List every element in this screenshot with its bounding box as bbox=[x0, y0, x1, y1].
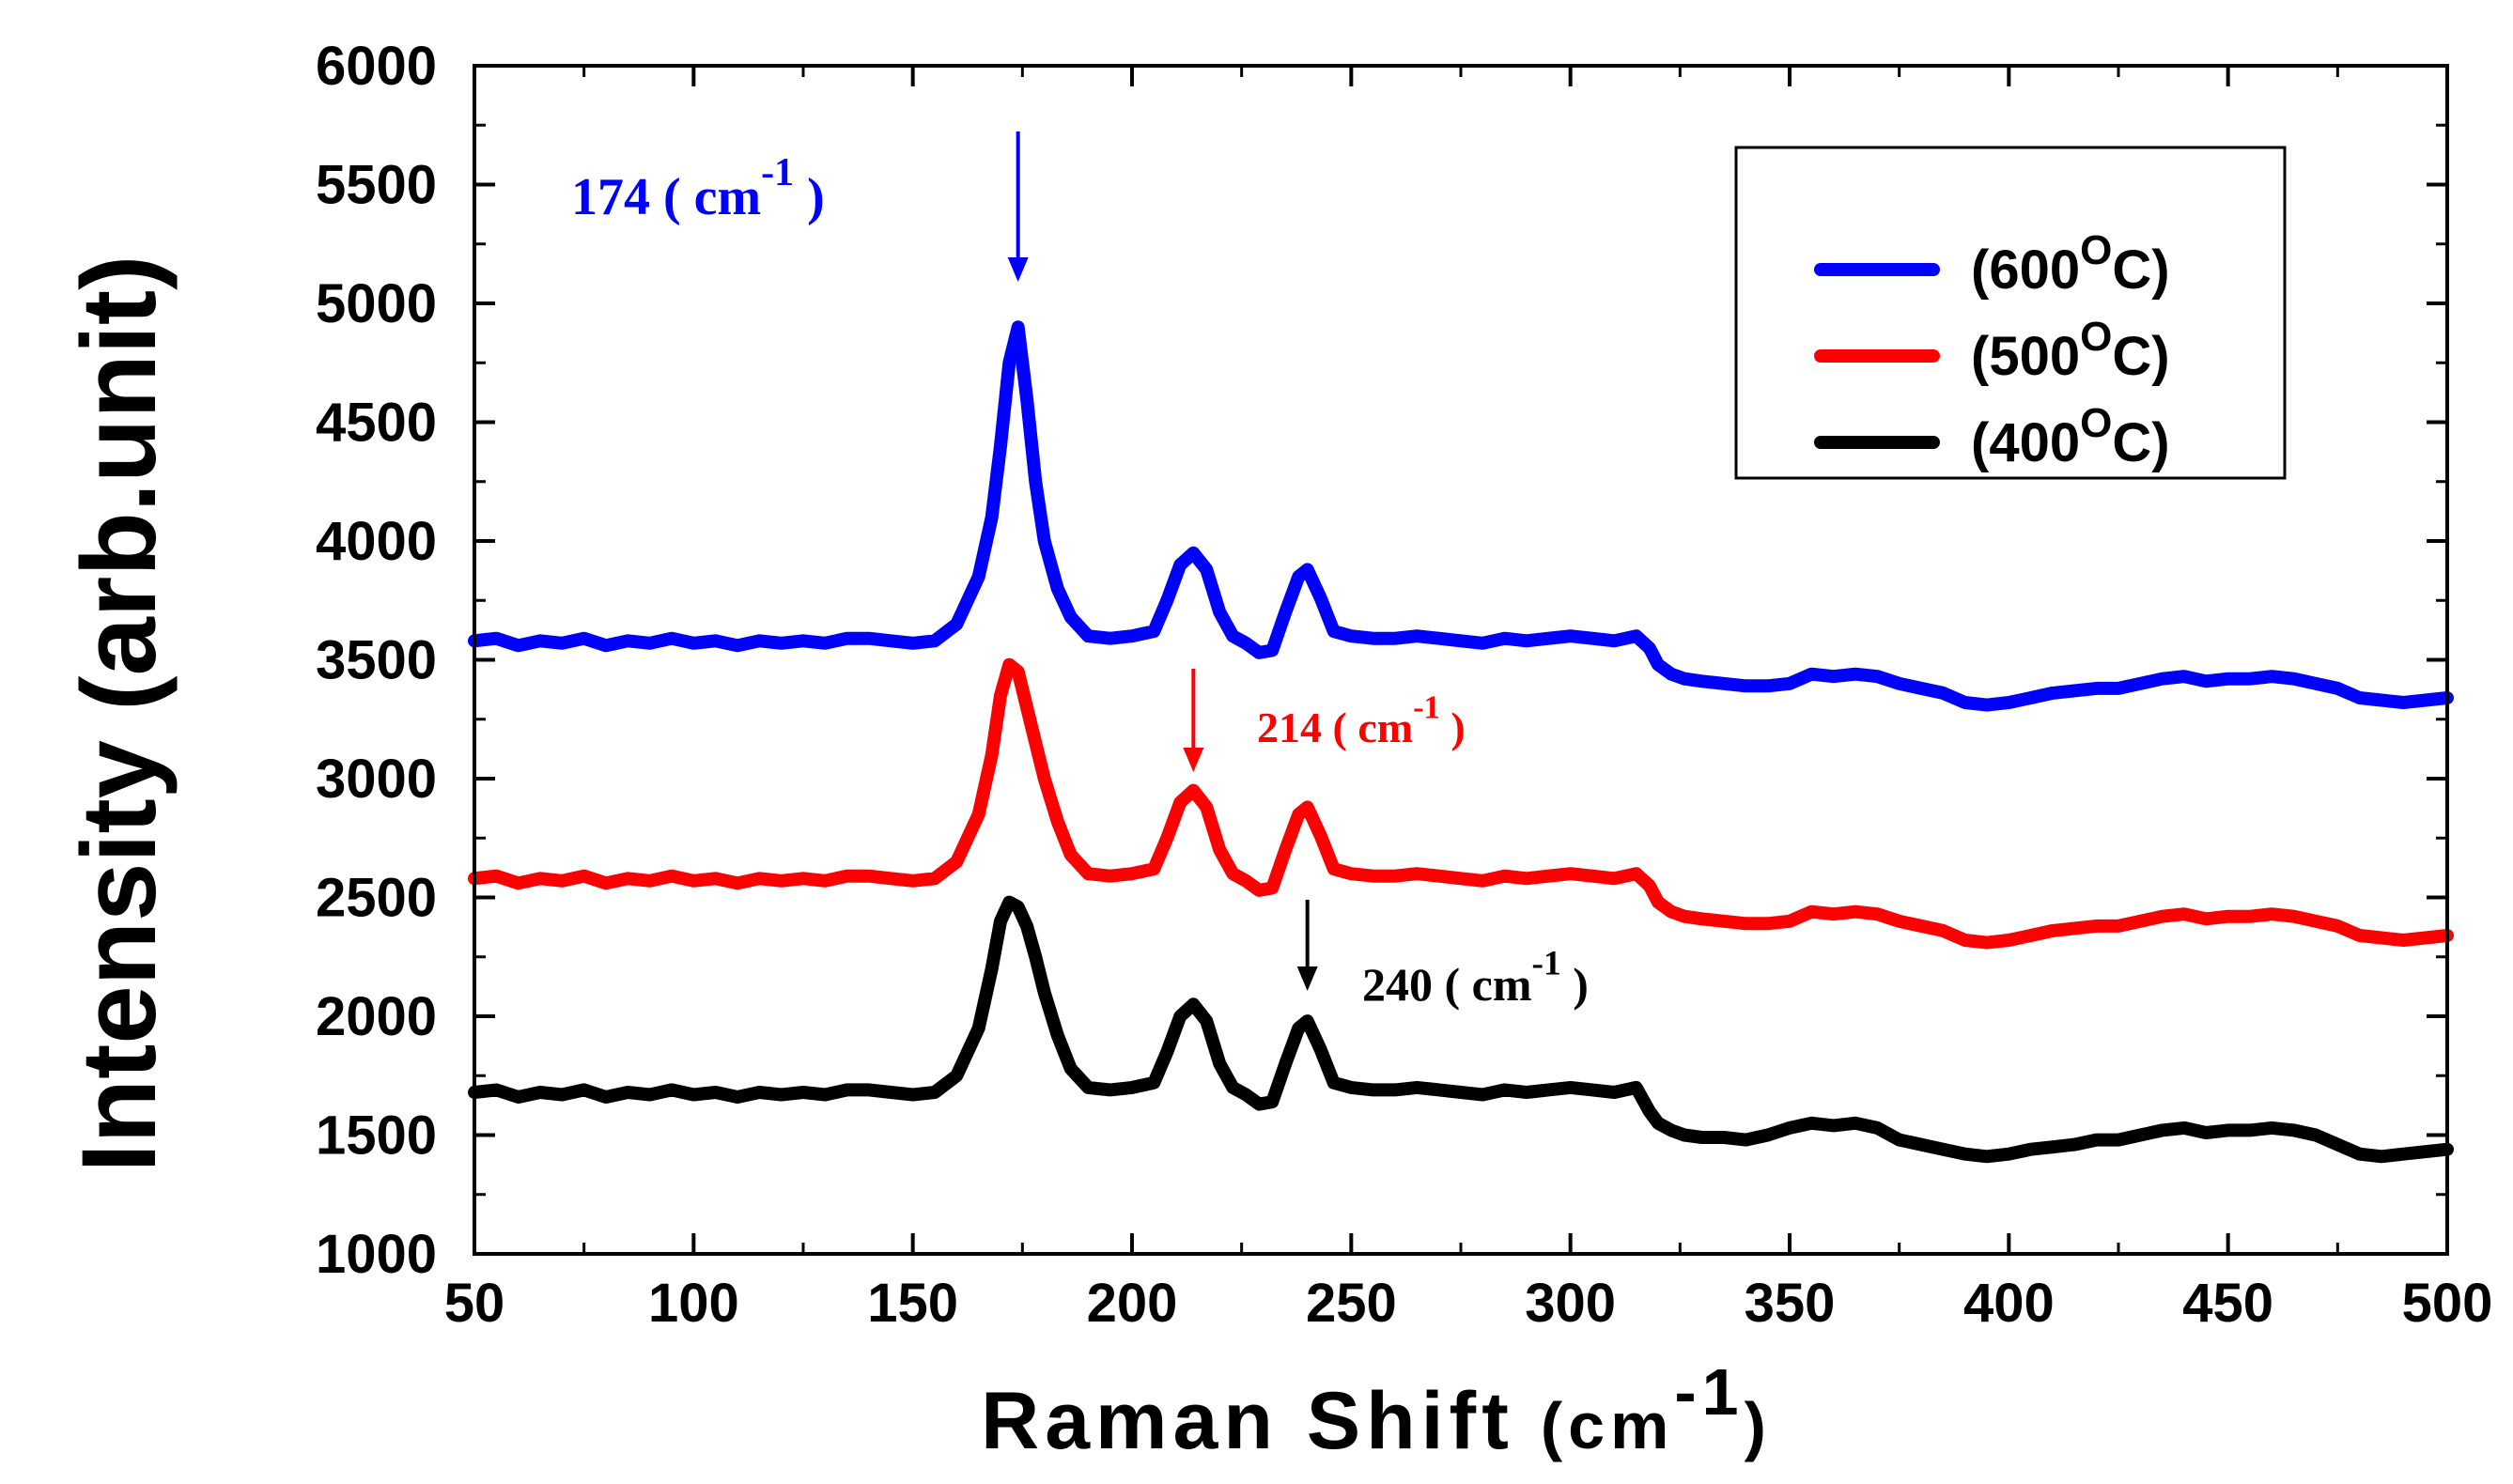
x-axis-title: Raman Shift (cm-1) bbox=[981, 1355, 1772, 1466]
y-tick-label-9: 5500 bbox=[316, 155, 437, 216]
y-tick-label-10: 6000 bbox=[316, 36, 437, 97]
legend-label-main-1: (500 bbox=[1971, 326, 2080, 387]
y-tick-label-1: 1500 bbox=[316, 1105, 437, 1167]
x-tick-label-0: 50 bbox=[444, 1273, 505, 1334]
peak-label-exp-1: -1 bbox=[1413, 690, 1440, 726]
peak-label-main-2: 240 ( cm bbox=[1362, 958, 1532, 1011]
x-tick-label-9: 500 bbox=[2402, 1273, 2493, 1334]
peak-label-main-0: 174 ( cm bbox=[571, 168, 761, 226]
x-tick-label-8: 450 bbox=[2182, 1273, 2273, 1334]
peak-label-close-0: ) bbox=[794, 168, 825, 226]
tick-layer: 50 100 150 200 250 300 350 400 450 500 1000 1500 200… bbox=[316, 36, 2492, 1334]
series-line-1 bbox=[468, 657, 2454, 950]
y-tick-label-5: 3500 bbox=[316, 630, 437, 691]
legend: (600OC)(500OC)(400OC) bbox=[1734, 146, 2287, 480]
x-tick-label-2: 150 bbox=[867, 1273, 958, 1334]
legend-label-exp-0: O bbox=[2080, 227, 2112, 273]
legend-items: (600OC)(500OC)(400OC) bbox=[1814, 227, 2170, 473]
series-line-0 bbox=[468, 320, 2454, 712]
x-tick-label-3: 200 bbox=[1087, 1273, 1178, 1334]
y-axis-title: Intensity (arb.unit) bbox=[60, 255, 178, 1173]
peak-arrow-head-2 bbox=[1296, 966, 1318, 991]
peak-label-2: 240 ( cm-1 ) bbox=[1362, 945, 1589, 1012]
x-axis-title-exp: -1 bbox=[1674, 1355, 1744, 1429]
legend-label-exp-1: O bbox=[2080, 314, 2112, 360]
peak-label-close-2: ) bbox=[1561, 958, 1589, 1011]
x-tick-label-4: 250 bbox=[1306, 1273, 1397, 1334]
legend-box bbox=[1734, 146, 2287, 480]
legend-label-end-0: C) bbox=[2112, 240, 2169, 301]
legend-label-end-2: C) bbox=[2112, 412, 2169, 473]
x-axis-title-close: ) bbox=[1745, 1389, 1772, 1462]
annotation-layer: 174 ( cm-1 )214 ( cm-1 )240 ( cm-1 ) bbox=[571, 131, 1589, 1011]
series-layer bbox=[468, 320, 2454, 1164]
legend-label-end-1: C) bbox=[2112, 326, 2169, 387]
x-axis-title-main: Raman Shift bbox=[981, 1376, 1514, 1466]
x-tick-label-7: 400 bbox=[1963, 1273, 2055, 1334]
y-tick-label-7: 4500 bbox=[316, 393, 437, 454]
legend-label-1: (500OC) bbox=[1971, 314, 2170, 387]
y-tick-label-0: 1000 bbox=[316, 1224, 437, 1285]
peak-label-1: 214 ( cm-1 ) bbox=[1257, 690, 1466, 751]
x-tick-label-5: 300 bbox=[1525, 1273, 1616, 1334]
legend-label-0: (600OC) bbox=[1971, 227, 2170, 301]
peak-label-exp-0: -1 bbox=[761, 151, 794, 194]
peak-label-close-1: ) bbox=[1440, 703, 1466, 751]
peak-arrow-head-1 bbox=[1183, 748, 1204, 772]
x-tick-label-6: 350 bbox=[1745, 1273, 1836, 1334]
y-tick-label-2: 2000 bbox=[316, 986, 437, 1047]
legend-label-main-2: (400 bbox=[1971, 412, 2080, 473]
legend-label-main-0: (600 bbox=[1971, 240, 2080, 301]
peak-label-main-1: 214 ( cm bbox=[1257, 703, 1413, 751]
x-axis-title-unit: (cm bbox=[1541, 1389, 1674, 1462]
series-line-2 bbox=[468, 895, 2454, 1164]
legend-label-exp-2: O bbox=[2080, 400, 2112, 446]
y-tick-label-6: 4000 bbox=[316, 511, 437, 572]
legend-label-2: (400OC) bbox=[1971, 400, 2170, 473]
y-tick-label-3: 2500 bbox=[316, 868, 437, 929]
peak-label-exp-2: -1 bbox=[1532, 945, 1561, 983]
y-tick-label-8: 5000 bbox=[316, 273, 437, 334]
peak-arrow-head-0 bbox=[1007, 257, 1029, 282]
y-tick-label-4: 3000 bbox=[316, 749, 437, 810]
x-tick-label-1: 100 bbox=[648, 1273, 739, 1334]
peak-label-0: 174 ( cm-1 ) bbox=[571, 151, 825, 226]
